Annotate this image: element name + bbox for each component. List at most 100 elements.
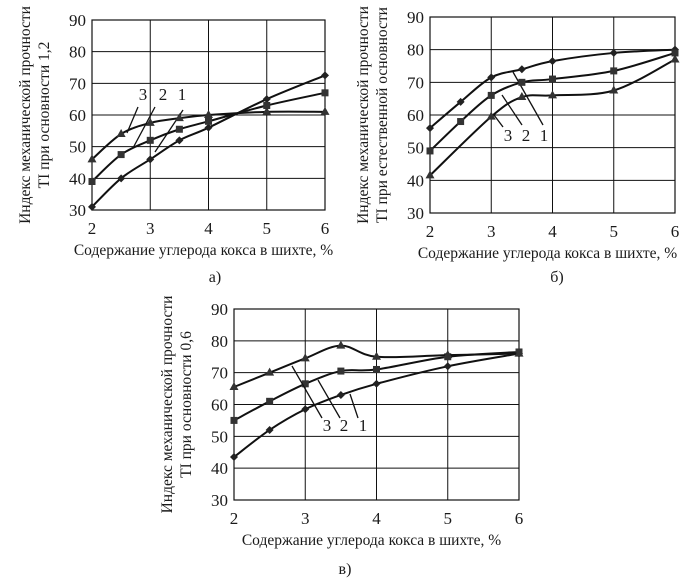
y-axis-label: Индекс механической прочности xyxy=(355,6,372,224)
data-point-square xyxy=(117,151,125,159)
data-point-triangle xyxy=(336,340,346,349)
data-point-square xyxy=(205,117,212,125)
plot-frame xyxy=(429,16,676,214)
x-tick-label: 4 xyxy=(548,222,557,241)
x-tick-label: 4 xyxy=(204,219,213,238)
data-point-triangle xyxy=(145,117,155,126)
x-tick-label: 2 xyxy=(426,222,435,241)
y-tick-label: 70 xyxy=(407,73,424,92)
data-point-diamond xyxy=(146,155,155,164)
plot-frame xyxy=(233,308,520,501)
x-tick-label: 6 xyxy=(321,219,330,238)
data-point-triangle xyxy=(486,111,496,120)
curve-label-leader xyxy=(291,365,323,419)
series-line-3 xyxy=(429,58,676,177)
x-tick-label: 2 xyxy=(230,509,239,528)
data-point-square xyxy=(373,365,380,373)
curve-label-leader xyxy=(512,71,544,126)
x-tick-label: 3 xyxy=(487,222,496,241)
curve-label: 2 xyxy=(340,416,349,435)
plot-frame xyxy=(91,19,326,211)
data-point-square xyxy=(146,136,154,144)
data-point-triangle xyxy=(670,54,680,63)
data-point-diamond xyxy=(321,71,329,80)
data-point-triangle xyxy=(204,110,213,118)
data-point-triangle xyxy=(116,129,126,137)
x-axis-label: Содержание углерода кокса в шихте, % xyxy=(242,532,501,549)
data-point-diamond xyxy=(88,202,96,211)
data-point-square xyxy=(671,49,679,57)
data-point-square xyxy=(301,380,309,388)
data-point-triangle xyxy=(265,367,275,376)
data-point-triangle xyxy=(229,381,239,390)
y-axis-label: Индекс механической прочности xyxy=(17,6,34,224)
y-tick-label: 40 xyxy=(211,459,228,478)
subplot-caption: в) xyxy=(339,561,352,578)
subplot-caption: б) xyxy=(550,269,563,286)
y-axis-label: TI при основности 0,6 xyxy=(178,331,195,478)
data-point-square xyxy=(337,367,345,375)
data-point-diamond xyxy=(517,65,526,74)
data-point-diamond xyxy=(609,48,618,57)
y-tick-label: 80 xyxy=(211,332,228,351)
data-point-diamond xyxy=(548,57,557,66)
data-point-diamond xyxy=(426,124,434,133)
curve-label: 2 xyxy=(159,85,168,104)
curve-label: 1 xyxy=(359,416,368,435)
y-tick-label: 50 xyxy=(69,138,86,157)
data-point-diamond xyxy=(265,425,274,434)
y-tick-label: 90 xyxy=(211,300,228,319)
data-point-square xyxy=(457,118,465,126)
y-axis-label: TI при естественной основности xyxy=(374,7,391,223)
curve-label: 3 xyxy=(323,416,332,435)
curve-label-leader xyxy=(126,106,139,134)
data-point-diamond xyxy=(262,95,271,104)
y-tick-label: 30 xyxy=(69,201,86,220)
data-point-triangle xyxy=(517,92,527,101)
data-point-square xyxy=(263,102,271,109)
data-point-square xyxy=(518,78,526,86)
y-tick-label: 30 xyxy=(407,204,424,223)
x-tick-label: 2 xyxy=(88,219,97,238)
data-point-triangle xyxy=(320,106,330,115)
y-tick-label: 60 xyxy=(407,106,424,125)
y-axis-label: TI при основности 1,2 xyxy=(36,42,53,189)
curve-label-leader xyxy=(493,114,504,128)
data-point-diamond xyxy=(117,174,126,183)
data-point-square xyxy=(321,89,329,97)
data-point-triangle xyxy=(372,351,381,360)
data-point-square xyxy=(175,125,183,133)
data-point-diamond xyxy=(443,362,452,371)
data-point-triangle xyxy=(609,85,619,94)
curve-label: 3 xyxy=(139,85,148,104)
data-point-triangle xyxy=(262,106,272,115)
y-tick-label: 90 xyxy=(407,8,424,27)
data-point-diamond xyxy=(175,136,184,145)
data-point-square xyxy=(230,416,238,424)
data-point-diamond xyxy=(372,379,381,388)
data-point-square xyxy=(266,397,274,405)
x-tick-label: 6 xyxy=(515,509,524,528)
y-tick-label: 50 xyxy=(211,427,228,446)
data-point-triangle xyxy=(300,353,310,362)
y-tick-label: 40 xyxy=(407,171,424,190)
data-point-diamond xyxy=(204,123,213,132)
x-tick-label: 5 xyxy=(444,509,453,528)
data-point-square xyxy=(88,178,96,185)
data-point-triangle xyxy=(514,348,524,357)
curve-label-leader xyxy=(501,94,523,126)
y-tick-label: 80 xyxy=(407,41,424,60)
curve-label-leader xyxy=(317,379,341,419)
y-tick-label: 70 xyxy=(211,364,228,383)
y-tick-label: 60 xyxy=(69,106,86,125)
x-axis-label: Содержание углерода кокса в шихте, % xyxy=(418,245,677,262)
curve-label: 2 xyxy=(522,126,531,145)
y-tick-label: 70 xyxy=(69,74,86,93)
data-point-square xyxy=(549,75,556,83)
curve-label: 1 xyxy=(540,126,549,145)
